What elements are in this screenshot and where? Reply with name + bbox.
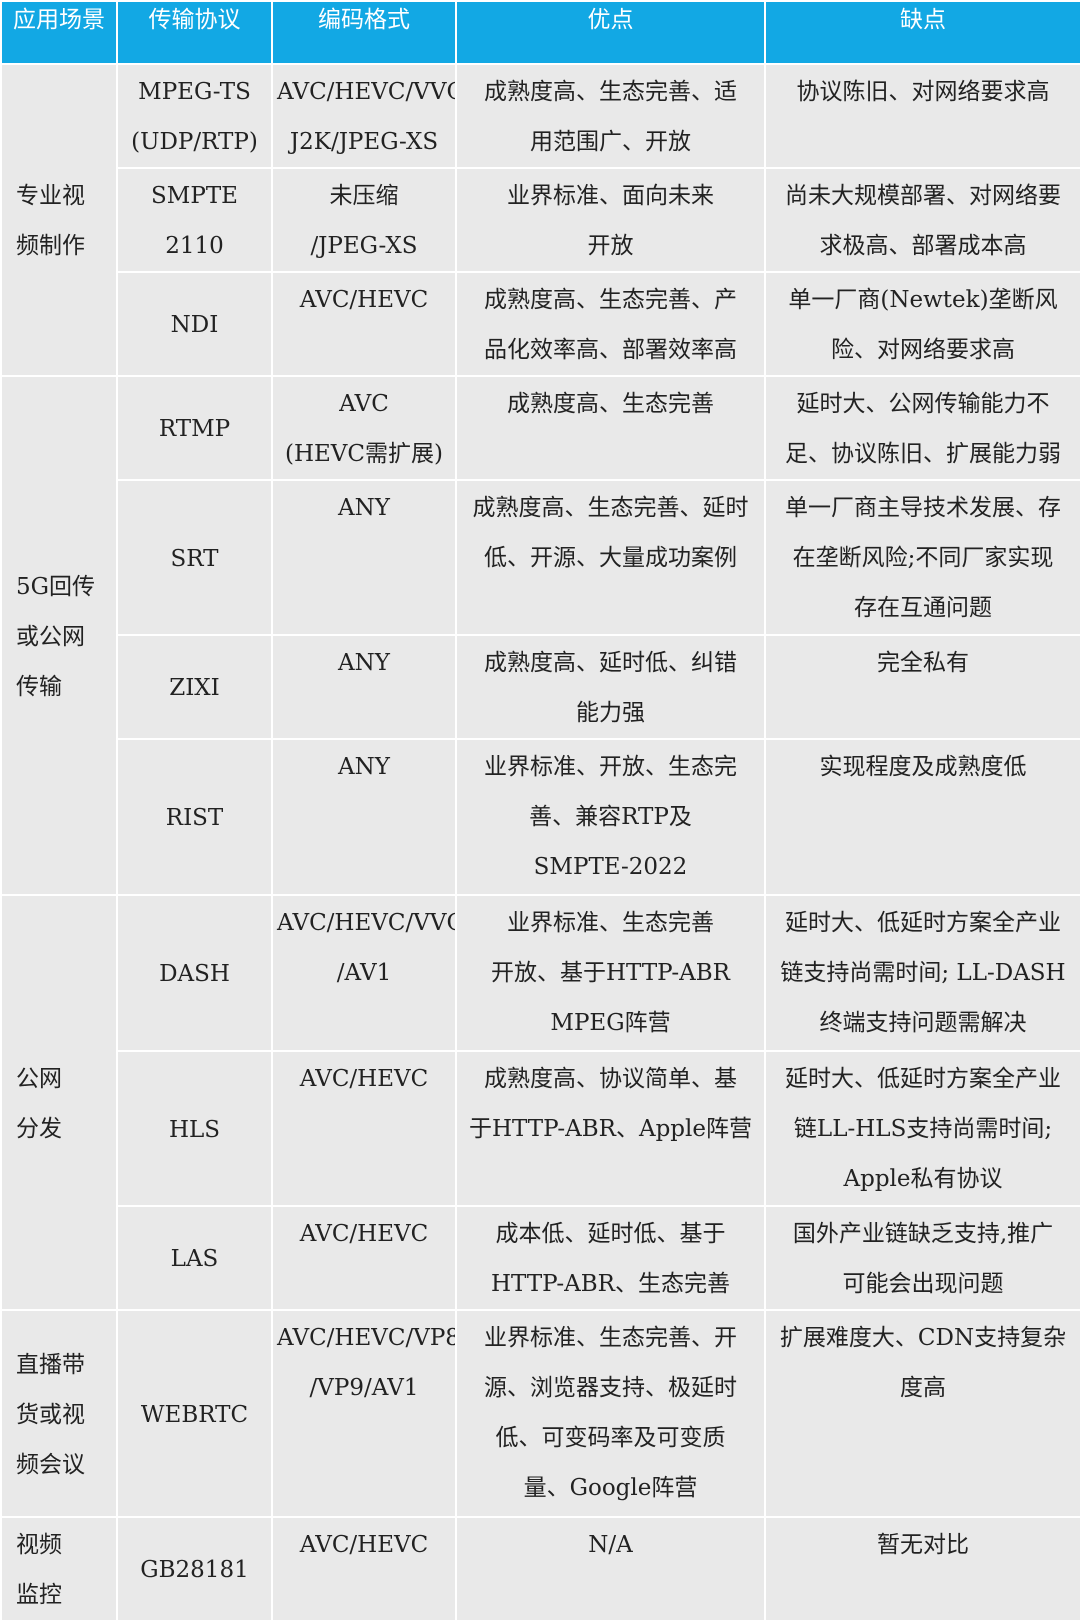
cons-cell: 单一厂商(Newtek)垄断风 险、对网络要求高 [764,271,1080,377]
protocol-cell: SRT [116,479,273,636]
cons-cell: 完全私有 [764,634,1080,740]
protocol-cell: RIST [116,738,273,896]
header-cell: 优点 [455,0,766,65]
codec-cell: AVC/HEVC [271,271,457,377]
pros-cell: 成熟度高、协议简单、基 于HTTP-ABR、Apple阵营 [455,1050,766,1207]
pros-cell: 业界标准、生态完善、开 源、浏览器支持、极延时 低、可变码率及可变质 量、Goo… [455,1309,766,1518]
pros-cell: N/A [455,1516,766,1622]
table-row: 5G回传 或公网 传输 RTMP AVC (HEVC需扩展) 成熟度高、生态完善 延时大… [0,375,1080,896]
protocol-cell: LAS [116,1205,273,1311]
codec-cell: ANY [271,738,457,896]
table-row: RIST ANY 业界标准、开放、生态完 善、兼容RTP及 SMPTE-2022 实现… [1,738,1080,896]
codec-cell: AVC/HEVC [271,1050,457,1207]
cons-cell: 实现程度及成熟度低 [764,738,1080,896]
protocol-cell: WEBRTC [116,1309,273,1518]
protocol-cell: RTMP [116,375,273,481]
protocol-cell: MPEG-TS (UDP/RTP) [116,63,273,169]
pros-cell: 成熟度高、生态完善 [455,375,766,481]
codec-cell: AVC/HEVC/VVC /AV1 [271,894,457,1052]
cons-cell: 国外产业链缺乏支持,推广 可能会出现问题 [764,1205,1080,1311]
scenario-cell: 直播带 货或视 频会议 [0,1309,118,1518]
cons-cell: 暂无对比 [764,1516,1080,1622]
pros-cell: 业界标准、面向未来 开放 [455,167,766,273]
table-row: HLS AVC/HEVC 成熟度高、协议简单、基 于HTTP-ABR、Apple阵营… [1,1050,1080,1207]
codec-cell: AVC/HEVC/VP8 /VP9/AV1 [271,1309,457,1518]
table-row: ZIXI ANY 成熟度高、延时低、纠错 能力强 完全私有 [1,634,1080,740]
codec-cell: 未压缩 /JPEG-XS [271,167,457,273]
pros-cell: 成本低、延时低、基于 HTTP-ABR、生态完善 [455,1205,766,1311]
cons-cell: 协议陈旧、对网络要求高 [764,63,1080,169]
header-cell: 应用场景 [0,0,118,65]
header-row: 应用场景 传输协议 编码格式 优点 缺点 [0,0,1080,65]
pros-cell: 业界标准、开放、生态完 善、兼容RTP及 SMPTE-2022 [455,738,766,896]
table-row: SRT ANY 成熟度高、生态完善、延时 低、开源、大量成功案例 单一厂商主导技术发展… [1,479,1080,636]
table-row: 公网 分发 DASH AVC/HEVC/VVC /AV1 业界标准、生态完善 开放、基… [0,894,1080,1311]
cons-cell: 延时大、公网传输能力不 足、协议陈旧、扩展能力弱 [764,375,1080,481]
table-row: 直播带 货或视 频会议 WEBRTC AVC/HEVC/VP8 /VP9/AV1 业界… [0,1309,1080,1518]
codec-cell: AVC (HEVC需扩展) [271,375,457,481]
pros-cell: 成熟度高、生态完善、产 品化效率高、部署效率高 [455,271,766,377]
cons-cell: 尚未大规模部署、对网络要 求极高、部署成本高 [764,167,1080,273]
protocol-cell: HLS [116,1050,273,1207]
cons-cell: 延时大、低延时方案全产业 链支持尚需时间; LL-DASH 终端支持问题需解决 [764,894,1080,1052]
codec-cell: AVC/HEVC/VVC J2K/JPEG-XS [271,63,457,169]
scenario-cell: 5G回传 或公网 传输 [0,375,118,896]
scenario-cell: 公网 分发 [0,894,118,1311]
table-row: 专业视 频制作 MPEG-TS (UDP/RTP) AVC/HEVC/VVC J2K… [0,63,1080,377]
header-cell: 编码格式 [271,0,457,65]
table-row: NDI AVC/HEVC 成熟度高、生态完善、产 品化效率高、部署效率高 单一厂商(N… [1,271,1080,377]
scenario-cell: 视频 监控 [0,1516,118,1622]
pros-cell: 成熟度高、延时低、纠错 能力强 [455,634,766,740]
cons-cell: 单一厂商主导技术发展、存 在垄断风险;不同厂家实现 存在互通问题 [764,479,1080,636]
codec-cell: ANY [271,634,457,740]
scenario-cell: 专业视 频制作 [0,63,118,377]
protocol-cell: ZIXI [116,634,273,740]
protocol-cell: DASH [116,894,273,1052]
pros-cell: 成熟度高、生态完善、适 用范围广、开放 [455,63,766,169]
table-row: LAS AVC/HEVC 成本低、延时低、基于 HTTP-ABR、生态完善 国外产业链… [1,1205,1080,1311]
protocol-cell: NDI [116,271,273,377]
protocol-cell: GB28181 [116,1516,273,1622]
pros-cell: 业界标准、生态完善 开放、基于HTTP-ABR MPEG阵营 [455,894,766,1052]
pros-cell: 成熟度高、生态完善、延时 低、开源、大量成功案例 [455,479,766,636]
codec-cell: AVC/HEVC [271,1516,457,1622]
cons-cell: 延时大、低延时方案全产业 链LL-HLS支持尚需时间; Apple私有协议 [764,1050,1080,1207]
cons-cell: 扩展难度大、CDN支持复杂 度高 [764,1309,1080,1518]
codec-cell: AVC/HEVC [271,1205,457,1311]
codec-cell: ANY [271,479,457,636]
table-row: 视频 监控 GB28181 AVC/HEVC N/A 暂无对比 [0,1516,1080,1622]
table-row: SMPTE 2110 未压缩 /JPEG-XS 业界标准、面向未来 开放 尚未大规模部… [1,167,1080,273]
header-cell: 缺点 [764,0,1080,65]
protocol-cell: SMPTE 2110 [116,167,273,273]
header-cell: 传输协议 [116,0,273,65]
